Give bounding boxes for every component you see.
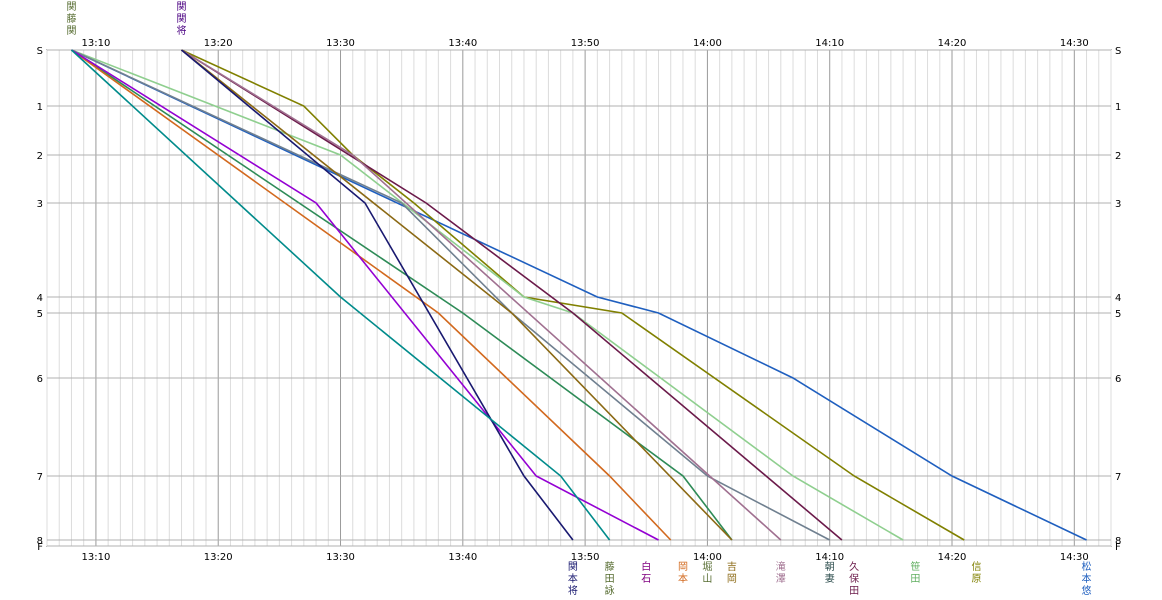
series-line [181,49,965,541]
y-tick-label-left: F [37,542,43,553]
y-tick-label-left: 2 [37,151,43,162]
y-tick-label-right: 6 [1115,374,1121,385]
x-tick-label-top: 13:40 [448,38,477,49]
x-tick-label-bottom: 13:10 [82,552,111,563]
finish-runner-label: 吉 [727,561,737,573]
x-tick-label-bottom: 13:20 [204,552,233,563]
finish-runner-label: 石 [641,574,651,585]
y-tick-label-left: 5 [37,309,43,320]
finish-runner-label: 岡 [727,573,737,585]
x-tick-label-bottom: 13:30 [326,552,355,563]
x-tick-label-top: 14:10 [815,38,844,49]
finish-runner-label: 信 [971,561,981,573]
finish-runner-label: 悠 [1082,584,1092,597]
y-tick-label-right: 4 [1115,293,1121,304]
finish-runner-label: 本 [568,572,578,585]
finish-runner-label: 将 [568,585,578,597]
series-line [181,49,733,541]
series-line [71,49,904,541]
x-tick-label-top: 13:30 [326,38,355,49]
y-tick-label-left: 1 [37,102,43,113]
y-tick-label-left: 7 [37,472,43,483]
x-tick-label-top: 13:10 [82,38,111,49]
y-tick-label-right: F [1115,542,1121,553]
series-line [180,49,574,541]
grid [46,49,1112,547]
finish-runner-label: 本 [678,572,688,585]
series-line [181,49,782,541]
y-tick-label-right: S [1115,46,1121,57]
start-runner-label: 関 [66,1,76,13]
y-tick-label-left: 8 [37,536,43,547]
y-tick-label-left: 3 [37,199,43,210]
finish-runner-label: 田 [849,586,859,597]
y-tick-label-right: 2 [1115,151,1121,162]
series-lines [70,49,1087,541]
finish-runner-label: 笹 [910,560,920,573]
start-runner-label: 関 [66,25,76,37]
x-tick-label-bottom: 13:50 [571,552,600,563]
start-runner-label: 関 [177,1,187,13]
plot-area [46,49,1112,547]
finish-runner-label: 保 [849,572,859,585]
start-runner-label: 将 [177,25,187,37]
series-line [71,49,733,541]
y-tick-label-right: 7 [1115,472,1121,483]
finish-runner-label: 澤 [776,573,786,585]
finish-runner-label: 白 [641,560,651,573]
finish-runner-label: 田 [605,574,615,585]
finish-runner-label: 田 [910,574,920,585]
series-line [71,49,672,541]
finish-runner-label: 関 [568,561,578,573]
series-line [181,49,843,541]
y-tick-label-left: S [37,46,43,57]
x-tick-label-top: 14:20 [938,38,967,49]
x-ticks: 13:10 13:10 13:20 13:20 13:30 13:30 13:40 13:40… [82,38,1089,563]
finish-runner-label: 藤 [605,561,615,573]
series-line [71,49,1087,541]
finish-runner-label: 原 [971,573,981,585]
finish-runner-label: 山 [702,573,712,585]
finish-runner-label: 詠 [605,584,615,597]
finish-runner-label: 松 [1082,560,1092,573]
finish-runner-label: 岡 [678,561,688,573]
finish-runner-label: 朝 [825,561,835,573]
finish-runner-label: 妻 [825,572,835,585]
finish-runner-label: 滝 [776,561,786,573]
x-tick-label-top: 13:20 [204,38,233,49]
finish-runner-label: 久 [849,561,859,573]
series-line [71,49,659,541]
y-tick-label-right: 1 [1115,102,1121,113]
start-runner-label: 関 [177,13,187,25]
x-tick-label-top: 13:50 [571,38,600,49]
finish-runner-label: 本 [1082,572,1092,585]
y-tick-label-right: 5 [1115,309,1121,320]
x-tick-label-bottom: 14:10 [815,552,844,563]
start-runner-label: 藤 [66,13,76,25]
x-tick-label-bottom: 14:20 [938,552,967,563]
x-tick-label-bottom: 14:30 [1060,552,1089,563]
finish-runner-label: 堀 [702,561,712,573]
y-ticks: S S1 12 23 34 45 56 67 78 8F F [37,46,1122,553]
x-tick-label-top: 14:30 [1060,38,1089,49]
y-tick-label-left: 6 [37,374,43,385]
series-line [70,49,611,541]
x-tick-label-top: 14:00 [693,38,722,49]
y-tick-label-left: 4 [37,293,43,304]
y-tick-label-right: 8 [1115,536,1121,547]
x-tick-label-bottom: 13:40 [448,552,477,563]
y-tick-label-right: 3 [1115,199,1121,210]
x-tick-label-bottom: 14:00 [693,552,722,563]
